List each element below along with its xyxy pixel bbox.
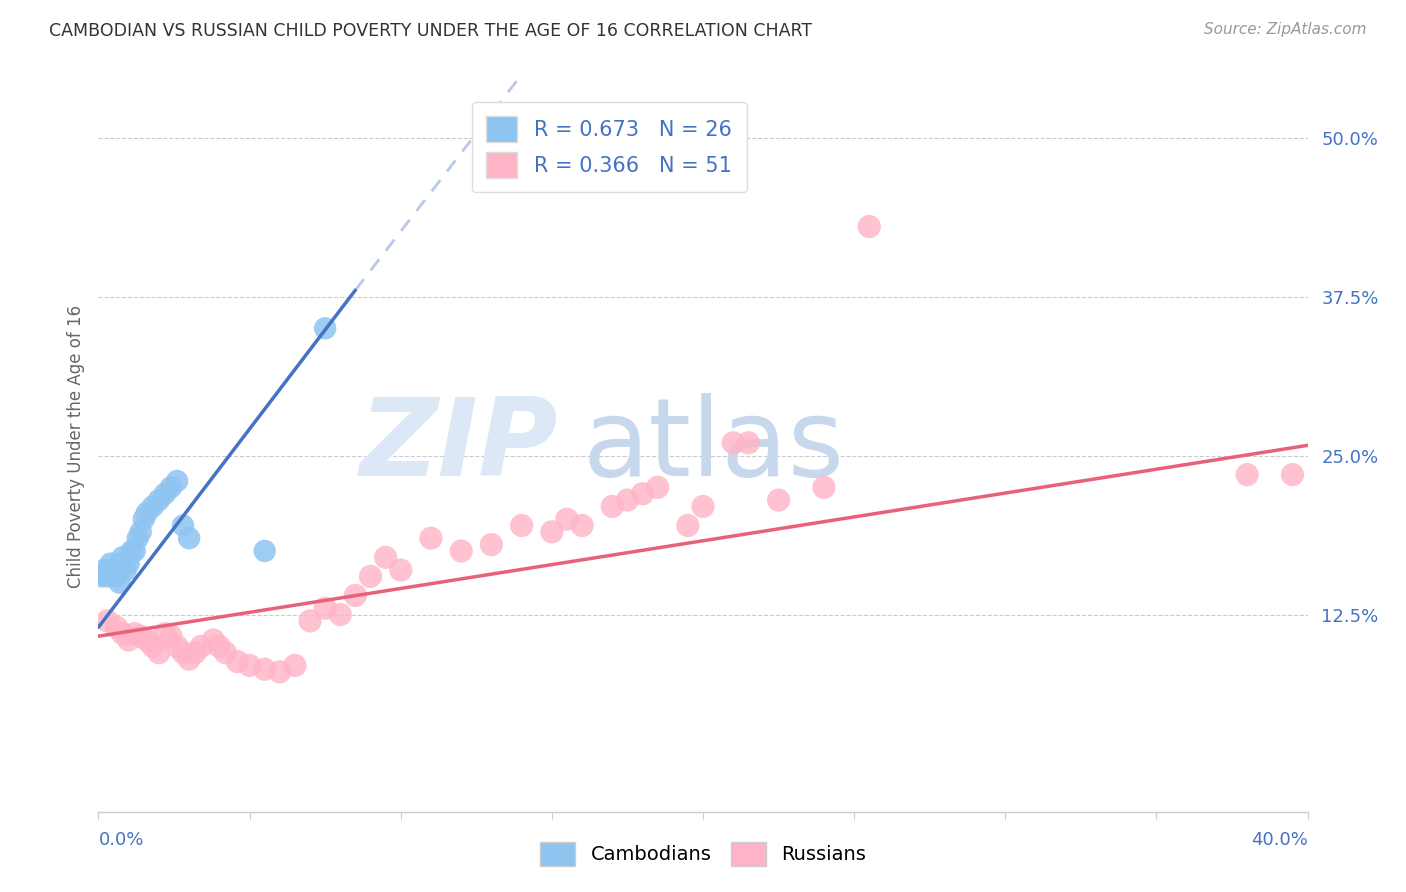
Legend: R = 0.673   N = 26, R = 0.366   N = 51: R = 0.673 N = 26, R = 0.366 N = 51	[471, 102, 747, 192]
Point	[100, 557, 122, 571]
Text: CAMBODIAN VS RUSSIAN CHILD POVERTY UNDER THE AGE OF 16 CORRELATION CHART: CAMBODIAN VS RUSSIAN CHILD POVERTY UNDER…	[49, 22, 813, 40]
Point	[374, 550, 396, 565]
Point	[166, 474, 188, 488]
Point	[172, 646, 194, 660]
Point	[105, 620, 128, 634]
Point	[148, 493, 170, 508]
Point	[105, 569, 128, 583]
Point	[184, 646, 207, 660]
Point	[132, 512, 155, 526]
Point	[329, 607, 352, 622]
Point	[555, 512, 578, 526]
Point	[124, 544, 146, 558]
Point	[360, 569, 382, 583]
Point	[214, 646, 236, 660]
Point	[93, 563, 115, 577]
Point	[135, 506, 157, 520]
Point	[253, 662, 276, 676]
Point	[226, 655, 249, 669]
Point	[114, 563, 136, 577]
Point	[299, 614, 322, 628]
Point	[135, 632, 157, 647]
Point	[153, 486, 176, 500]
Point	[90, 569, 112, 583]
Text: 40.0%: 40.0%	[1251, 830, 1308, 849]
Point	[103, 563, 125, 577]
Point	[124, 626, 146, 640]
Point	[160, 629, 183, 643]
Point	[723, 435, 745, 450]
Point	[602, 500, 624, 514]
Point	[692, 500, 714, 514]
Point	[314, 601, 336, 615]
Point	[160, 480, 183, 494]
Point	[253, 544, 276, 558]
Text: Source: ZipAtlas.com: Source: ZipAtlas.com	[1204, 22, 1367, 37]
Point	[284, 658, 307, 673]
Point	[344, 589, 367, 603]
Text: 0.0%: 0.0%	[98, 830, 143, 849]
Point	[166, 640, 188, 654]
Point	[510, 518, 533, 533]
Point	[1236, 467, 1258, 482]
Point	[768, 493, 790, 508]
Point	[571, 518, 593, 533]
Point	[208, 640, 231, 654]
Point	[202, 632, 225, 647]
Point	[108, 575, 131, 590]
Point	[737, 435, 759, 450]
Point	[676, 518, 699, 533]
Point	[813, 480, 835, 494]
Point	[481, 538, 503, 552]
Point	[1281, 467, 1303, 482]
Point	[858, 219, 880, 234]
Point	[111, 550, 134, 565]
Point	[96, 614, 118, 628]
Point	[148, 646, 170, 660]
Point	[420, 531, 443, 545]
Point	[540, 524, 562, 539]
Point	[108, 557, 131, 571]
Point	[269, 665, 291, 679]
Text: atlas: atlas	[582, 393, 844, 499]
Point	[450, 544, 472, 558]
Point	[111, 626, 134, 640]
Legend: Cambodians, Russians: Cambodians, Russians	[531, 834, 875, 873]
Point	[389, 563, 412, 577]
Point	[179, 531, 201, 545]
Text: ZIP: ZIP	[360, 393, 558, 499]
Point	[142, 500, 165, 514]
Point	[118, 557, 141, 571]
Y-axis label: Child Poverty Under the Age of 16: Child Poverty Under the Age of 16	[66, 304, 84, 588]
Point	[96, 569, 118, 583]
Point	[127, 531, 149, 545]
Point	[647, 480, 669, 494]
Point	[129, 629, 152, 643]
Point	[118, 632, 141, 647]
Point	[142, 640, 165, 654]
Point	[190, 640, 212, 654]
Point	[172, 518, 194, 533]
Point	[129, 524, 152, 539]
Point	[616, 493, 638, 508]
Point	[153, 626, 176, 640]
Point	[179, 652, 201, 666]
Point	[631, 486, 654, 500]
Point	[239, 658, 262, 673]
Point	[314, 321, 336, 335]
Point	[121, 544, 143, 558]
